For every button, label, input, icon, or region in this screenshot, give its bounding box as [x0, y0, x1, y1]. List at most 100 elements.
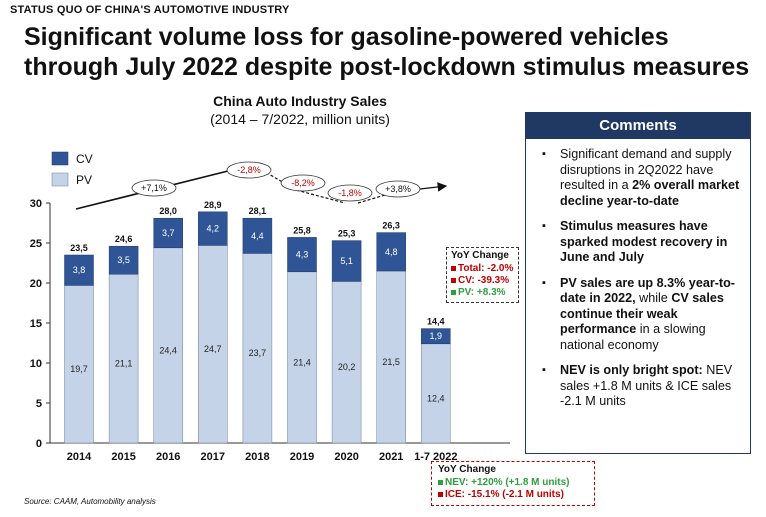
yoy-cv-text: CV: -39.3% [458, 275, 510, 286]
data-label-total: 28,9 [204, 200, 222, 210]
y-tick-label: 0 [36, 438, 42, 450]
growth-ellipse [131, 179, 177, 197]
bar-cv [242, 217, 273, 254]
chart-title: China Auto Industry Sales [213, 93, 387, 109]
bar-pv [242, 253, 273, 444]
data-label-pv: 24,4 [159, 345, 177, 355]
bar-cv [376, 232, 406, 272]
y-tick-label: 5 [36, 398, 42, 410]
yoy-nev: NEV: +120% (+1.8 M units) [438, 477, 594, 489]
yoy-box-title: YoY Change [438, 464, 496, 475]
growth-label: -1,8% [338, 188, 362, 198]
bullet-icon [451, 277, 456, 283]
y-tick-label: 30 [30, 198, 42, 210]
data-label-cv: 4,4 [251, 231, 264, 241]
comments-title: Comments [526, 113, 750, 139]
bar-pv [331, 281, 362, 444]
legend-swatch-pv [51, 172, 69, 187]
data-label-total: 26,3 [382, 221, 400, 231]
growth-label: -8,2% [291, 178, 315, 188]
data-label-pv: 12,4 [427, 393, 445, 403]
growth-ellipse [375, 180, 421, 198]
data-label-pv: 21,4 [293, 357, 311, 367]
comment-item: Significant demand and supply disruption… [540, 147, 740, 209]
data-label-cv: 4,2 [207, 224, 220, 234]
yoy-pv-text: PV: +8.3% [458, 287, 506, 298]
data-label-cv: 4,8 [385, 247, 398, 257]
x-tick-label: 2015 [111, 451, 135, 463]
comment-item: PV sales are up 8.3% year-to-date in 202… [540, 276, 740, 354]
comments-panel: Comments Significant demand and supply d… [525, 112, 751, 454]
x-tick-label: 2014 [67, 451, 92, 463]
growth-ellipse [327, 184, 373, 202]
comment-text: 2% overall market decline year-to-date [560, 178, 740, 208]
comment-text: while [635, 291, 672, 305]
yoy-ice-text: ICE: -15.1% (-2.1 M units) [445, 489, 564, 500]
comment-item: NEV is only bright spot: NEV sales +1.8 … [540, 363, 740, 410]
yoy-ice: ICE: -15.1% (-2.1 M units) [438, 489, 594, 501]
x-tick-label: 1-7 2022 [414, 451, 457, 463]
bar-pv [287, 271, 317, 444]
y-tick-label: 20 [30, 278, 42, 290]
y-tick-label: 15 [30, 318, 42, 330]
source-note: Source: CAAM, Automobility analysis [24, 497, 156, 506]
data-label-total: 25,3 [338, 229, 356, 239]
bar-cv [64, 254, 94, 286]
comments-list: Significant demand and supply disruption… [526, 139, 750, 410]
y-tick-label: 25 [30, 238, 42, 250]
data-label-pv: 19,7 [70, 364, 88, 374]
comment-item: Stimulus measures have sparked modest re… [540, 219, 740, 266]
comment-text: in a slowing national economy [560, 322, 706, 352]
x-tick-label: 2020 [334, 451, 358, 463]
data-label-pv: 21,1 [115, 359, 133, 369]
comment-text: CV sales continue their weak performance [560, 291, 724, 336]
page-title: Significant volume loss for gasoline-pow… [24, 23, 750, 81]
bar-cv [153, 217, 183, 249]
legend-label-pv: PV [76, 173, 92, 187]
y-tick-label: 10 [30, 358, 42, 370]
data-label-cv: 4,3 [296, 250, 309, 260]
x-tick-label: 2017 [201, 451, 225, 463]
data-label-pv: 23,7 [249, 348, 267, 358]
bar-cv [331, 240, 362, 282]
yoy-box-title: YoY Change [451, 250, 509, 261]
growth-label: -2,8% [237, 165, 261, 175]
comment-text: PV sales are up 8.3% year-to-date in 202… [560, 275, 735, 306]
growth-ellipse [226, 161, 272, 179]
bullet-icon [451, 265, 456, 271]
comment-text: Significant demand and supply disruption… [560, 147, 732, 192]
yoy-pv: PV: +8.3% [451, 287, 518, 299]
data-label-total: 25,8 [293, 225, 311, 235]
data-label-total: 24,6 [115, 234, 133, 244]
data-label-cv: 3,5 [117, 255, 130, 265]
chart-title-block: China Auto Industry Sales (2014 – 7/2022… [150, 92, 450, 128]
comment-text: Stimulus measures have sparked modest re… [560, 219, 728, 264]
data-label-cv: 3,7 [162, 228, 175, 238]
bar-cv [421, 328, 451, 345]
yoy-cv: CV: -39.3% [451, 275, 518, 287]
chart-subtitle: (2014 – 7/2022, million units) [210, 111, 390, 127]
bar-pv [198, 245, 228, 444]
trend-arrow-head [419, 182, 448, 192]
bar-cv [108, 245, 139, 275]
yoy-nev-text: NEV: +120% (+1.8 M units) [445, 477, 570, 488]
bar-pv [108, 273, 139, 444]
data-label-total: 28,1 [249, 206, 267, 216]
x-tick-label: 2018 [245, 451, 269, 463]
data-label-pv: 24,7 [204, 344, 222, 354]
data-label-total: 28,0 [159, 206, 177, 216]
comment-text: NEV is only bright spot: [560, 363, 703, 377]
data-label-total: 23,5 [70, 243, 88, 253]
x-tick-label: 2019 [290, 451, 314, 463]
bullet-icon [438, 479, 443, 485]
data-label-cv: 5,1 [340, 256, 353, 266]
yoy-box-2022: YoY Change Total: -2.0% CV: -39.3% PV: +… [446, 247, 519, 303]
legend-label-cv: CV [76, 152, 93, 166]
bar-cv [198, 211, 228, 246]
bullet-icon [438, 491, 443, 497]
bar-cv [287, 237, 317, 273]
growth-ellipse [280, 174, 326, 192]
growth-label: +7,1% [141, 183, 167, 193]
x-tick-label: 2021 [379, 451, 403, 463]
